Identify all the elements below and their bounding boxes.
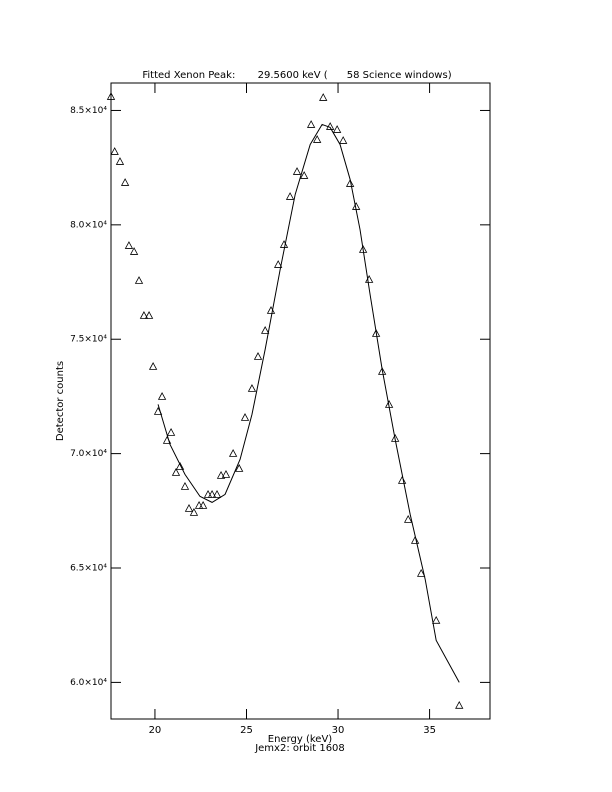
data-point bbox=[110, 147, 119, 155]
data-point bbox=[124, 241, 134, 249]
y-tick-label: 7.0×10⁴ bbox=[70, 449, 107, 459]
data-point bbox=[171, 468, 181, 476]
data-point bbox=[319, 93, 328, 101]
data-point bbox=[306, 120, 316, 128]
y-tick-label: 7.5×10⁴ bbox=[70, 335, 107, 345]
data-point bbox=[175, 462, 185, 470]
chart-title: Fitted Xenon Peak: 29.5600 keV ( 58 Scie… bbox=[142, 70, 451, 81]
data-point bbox=[371, 329, 381, 337]
data-point bbox=[189, 508, 199, 516]
data-point bbox=[266, 306, 276, 314]
data-point bbox=[253, 352, 263, 360]
data-point bbox=[207, 490, 217, 498]
data-point bbox=[312, 135, 322, 143]
y-tick-label: 8.5×10⁴ bbox=[70, 106, 107, 116]
data-point bbox=[285, 192, 295, 200]
data-point bbox=[273, 260, 283, 268]
data-point bbox=[234, 464, 244, 472]
data-point bbox=[129, 247, 139, 255]
data-point bbox=[240, 413, 250, 421]
data-point bbox=[260, 326, 270, 334]
data-point bbox=[345, 179, 355, 187]
data-point bbox=[221, 470, 231, 478]
data-point bbox=[338, 136, 348, 144]
data-point bbox=[279, 240, 289, 248]
data-point bbox=[194, 501, 204, 509]
data-point bbox=[416, 568, 426, 577]
data-point bbox=[299, 171, 309, 179]
data-point bbox=[212, 490, 222, 498]
data-point bbox=[228, 449, 238, 457]
x-tick-label: 20 bbox=[149, 725, 162, 736]
plot-frame bbox=[110, 82, 491, 720]
data-point bbox=[139, 311, 149, 319]
data-point bbox=[203, 490, 213, 498]
data-point bbox=[216, 471, 226, 479]
data-point bbox=[157, 392, 167, 400]
data-point bbox=[198, 501, 208, 509]
data-point bbox=[106, 92, 116, 100]
data-point bbox=[292, 167, 302, 175]
data-point bbox=[332, 125, 342, 133]
x-tick-label: 30 bbox=[332, 725, 345, 736]
data-point bbox=[247, 384, 257, 392]
data-point bbox=[325, 122, 335, 130]
y-axis-label: Detector counts bbox=[55, 361, 66, 441]
data-point bbox=[403, 515, 413, 523]
data-point bbox=[144, 311, 154, 319]
data-point bbox=[134, 276, 144, 284]
data-point bbox=[364, 275, 374, 283]
data-point bbox=[115, 157, 125, 165]
y-tick-label: 8.0×10⁴ bbox=[70, 220, 107, 230]
subtitle: Jemx2: orbit 1608 bbox=[254, 743, 345, 754]
data-point bbox=[410, 536, 420, 544]
y-tick-label: 6.0×10⁴ bbox=[70, 678, 107, 688]
x-axis-label: Energy (keV) bbox=[268, 734, 333, 745]
data-point bbox=[180, 482, 190, 490]
x-tick-label: 25 bbox=[240, 725, 253, 736]
y-tick-label: 6.5×10⁴ bbox=[70, 564, 107, 574]
data-point bbox=[148, 362, 158, 370]
data-point bbox=[432, 615, 441, 624]
fit-line bbox=[157, 123, 460, 683]
data-point bbox=[184, 504, 194, 512]
data-point bbox=[377, 367, 387, 375]
x-tick-label: 35 bbox=[423, 725, 436, 736]
data-point bbox=[120, 178, 130, 186]
data-point bbox=[455, 700, 464, 709]
data-point bbox=[166, 427, 176, 436]
data-point bbox=[397, 476, 407, 484]
